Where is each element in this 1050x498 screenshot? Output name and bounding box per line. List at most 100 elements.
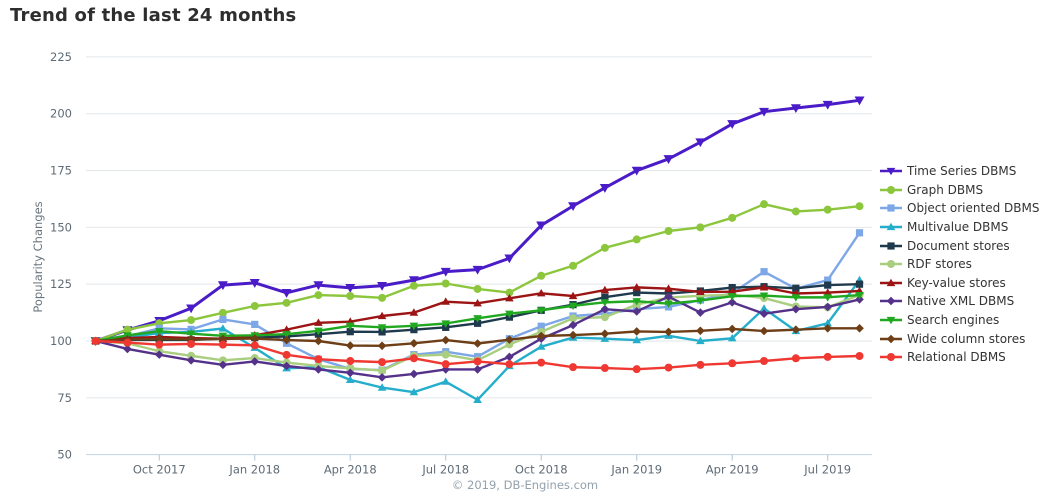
triangle-up-marker: [314, 318, 323, 326]
circle-marker: [123, 338, 132, 347]
circle-marker: [537, 271, 546, 280]
circle-marker: [569, 314, 578, 323]
triangle-down-marker: [377, 324, 387, 332]
legend-item-native-xml-dbms[interactable]: Native XML DBMS: [880, 292, 1039, 311]
circle-marker: [250, 341, 259, 350]
diamond-marker: [791, 325, 801, 334]
legend-item-rdf-stores[interactable]: RDF stores: [880, 255, 1039, 274]
circle-marker: [409, 281, 418, 290]
triangle-down-marker: [790, 104, 801, 114]
diamond-marker: [505, 335, 514, 344]
diamond-marker: [568, 330, 578, 340]
triangle-up-marker: [377, 383, 387, 391]
triangle-up-marker: [568, 291, 578, 300]
circle-marker: [441, 360, 450, 369]
circle-marker: [441, 279, 450, 288]
circle-marker: [855, 202, 864, 211]
legend-item-document-stores[interactable]: Document stores: [880, 236, 1039, 255]
circle-marker: [791, 354, 800, 363]
circle-marker-icon: [880, 185, 902, 194]
legend-item-time-series-dbms[interactable]: Time Series DBMS: [880, 162, 1039, 181]
diamond-marker: [409, 369, 419, 379]
triangle-up-marker: [441, 297, 451, 305]
circle-marker: [569, 261, 578, 270]
square-marker: [537, 322, 545, 330]
triangle-down-marker: [345, 284, 356, 293]
triangle-up-marker-icon: [880, 222, 902, 231]
circle-marker: [346, 292, 355, 301]
circle-marker: [187, 316, 196, 325]
x-axis-tick-label: Oct 2018: [515, 463, 568, 477]
square-marker: [633, 288, 641, 297]
diamond-marker: [505, 352, 514, 362]
series-wide-column-stores: [91, 323, 864, 351]
legend-item-key-value-stores[interactable]: Key-value stores: [880, 274, 1039, 293]
triangle-up-marker: [282, 325, 291, 333]
circle-marker: [346, 356, 355, 365]
legend-item-search-engines[interactable]: Search engines: [880, 311, 1039, 330]
chart-title: Trend of the last 24 months: [10, 5, 297, 26]
circle-marker: [632, 365, 641, 374]
circle-marker: [728, 213, 737, 222]
triangle-down-marker: [505, 310, 514, 319]
triangle-down-marker: [568, 302, 578, 311]
triangle-up-marker: [600, 334, 610, 342]
diamond-marker: [250, 334, 260, 343]
x-axis-tick-label: Oct 2017: [133, 463, 186, 477]
square-marker-icon: [880, 242, 902, 250]
circle-marker: [569, 363, 578, 372]
triangle-up-marker: [409, 387, 419, 396]
triangle-down-marker-icon: [880, 168, 902, 176]
circle-marker-icon: [880, 353, 902, 362]
legend-item-wide-column-stores[interactable]: Wide column stores: [880, 329, 1039, 348]
circle-marker: [791, 207, 800, 216]
triangle-down-marker: [472, 265, 483, 275]
triangle-up-marker: [759, 283, 769, 291]
diamond-marker: [823, 323, 832, 333]
circle-marker: [664, 227, 673, 236]
y-axis-tick-label: 225: [50, 50, 72, 64]
triangle-up-marker: [823, 318, 832, 327]
circle-marker: [218, 340, 227, 349]
legend-label: Object oriented DBMS: [907, 201, 1040, 216]
x-axis-tick-label: Apr 2019: [706, 463, 759, 477]
diamond-marker: [855, 295, 864, 304]
x-axis-tick-label: Jul 2019: [803, 463, 851, 477]
circle-marker: [282, 350, 291, 359]
circle-marker: [409, 354, 418, 363]
legend-item-relational-dbms[interactable]: Relational DBMS: [880, 348, 1039, 367]
credit-link[interactable]: © 2019, DB-Engines.com: [451, 478, 599, 492]
diamond-marker: [759, 309, 769, 319]
diamond-marker: [600, 329, 610, 339]
legend-label: RDF stores: [907, 257, 972, 272]
circle-marker: [600, 313, 609, 322]
diamond-marker: [314, 365, 323, 374]
triangle-down-marker: [599, 184, 610, 193]
y-axis-tick-label: 75: [57, 391, 72, 405]
diamond-marker: [282, 335, 291, 345]
circle-marker: [505, 340, 514, 349]
circle-marker: [855, 351, 864, 360]
triangle-up-marker: [505, 293, 514, 302]
triangle-down-marker: [696, 297, 705, 305]
circle-marker: [91, 337, 100, 345]
triangle-down-marker: [632, 298, 642, 306]
triangle-down-marker-icon: [880, 316, 902, 325]
triangle-down-marker: [536, 221, 547, 231]
legend-item-object-oriented-dbms[interactable]: Object oriented DBMS: [880, 199, 1039, 218]
diamond-marker: [377, 373, 387, 382]
y-axis-tick-label: 200: [50, 107, 72, 121]
circle-marker: [823, 352, 832, 361]
triangle-up-marker: [536, 342, 546, 350]
triangle-up-marker: [473, 298, 482, 307]
triangle-down-marker: [377, 281, 388, 291]
legend-item-multivalue-dbms[interactable]: Multivalue DBMS: [880, 218, 1039, 237]
legend-label: Graph DBMS: [907, 182, 984, 197]
circle-marker: [537, 358, 546, 367]
square-marker: [601, 293, 609, 301]
triangle-down-marker: [441, 320, 451, 328]
diamond-marker: [632, 307, 642, 316]
legend-item-graph-dbms[interactable]: Graph DBMS: [880, 181, 1039, 200]
y-axis-tick-label: 150: [50, 220, 72, 234]
